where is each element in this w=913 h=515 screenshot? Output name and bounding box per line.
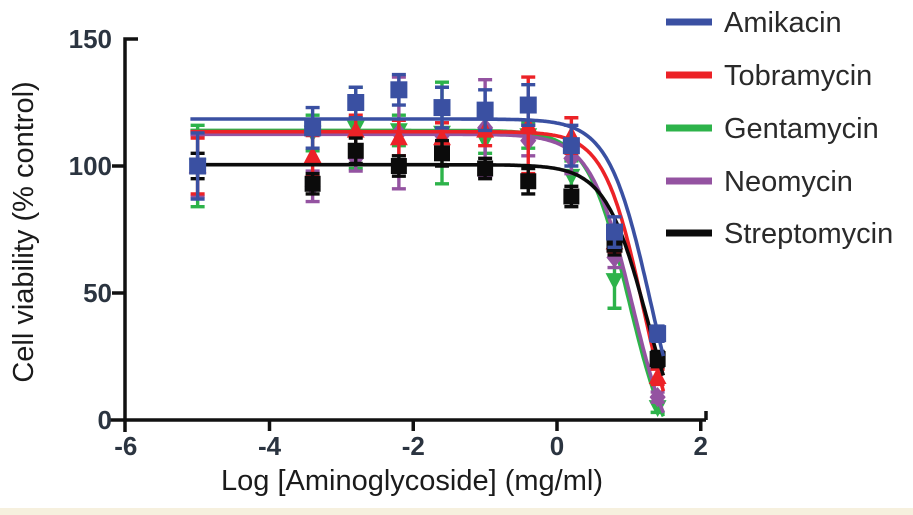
page-border-strip	[0, 508, 913, 515]
marker-gentamycin-9	[648, 400, 667, 418]
marker-amikacin-6	[519, 96, 537, 114]
y-axis	[123, 37, 138, 432]
legend-item-gentamycin: Gentamycin	[666, 113, 879, 145]
data-point-amikacin-0	[189, 131, 207, 201]
tick-labels: -6 -4 -2 0 2 0 50 100 150	[69, 24, 708, 461]
marker-tobramycin-3	[389, 128, 408, 146]
fit-curve-gentamycin	[190, 128, 666, 418]
x-tick-label-0: 0	[550, 431, 564, 461]
y-tick-label-50: 50	[83, 278, 112, 308]
y-axis-title: Cell viability (% control)	[8, 81, 40, 382]
marker-gentamycin-8	[605, 273, 624, 291]
data-point-streptomycin-7	[563, 184, 580, 209]
marker-amikacin-4	[433, 99, 451, 117]
legend-label-streptomycin: Streptomycin	[724, 218, 893, 250]
legend-item-streptomycin: Streptomycin	[666, 218, 893, 250]
data-point-amikacin-6	[519, 83, 537, 128]
y-tick-label-0: 0	[98, 405, 112, 435]
marker-streptomycin-2	[347, 142, 364, 159]
data-point-streptomycin-2	[347, 136, 364, 166]
legend-label-amikacin: Amikacin	[724, 7, 842, 39]
data-point-amikacin-5	[476, 88, 494, 133]
x-axis-title: Log [Aminoglycoside] (mg/ml)	[221, 465, 603, 497]
x-tick-label-2: 2	[694, 431, 708, 461]
marker-tobramycin-2	[346, 120, 365, 138]
legend-label-tobramycin: Tobramycin	[724, 60, 872, 92]
data-point-streptomycin-1	[304, 171, 321, 196]
legend: Amikacin Tobramycin Gentamycin Neomycin Stre…	[666, 7, 893, 250]
data-point-amikacin-9	[649, 324, 667, 343]
marker-amikacin-7	[562, 137, 580, 155]
legend-item-neomycin: Neomycin	[666, 166, 853, 198]
data-point-amikacin-2	[347, 85, 365, 120]
x-axis	[110, 411, 708, 422]
marker-amikacin-0	[189, 157, 207, 175]
marker-streptomycin-4	[434, 145, 450, 162]
data-point-amikacin-8	[606, 215, 623, 249]
data-point-streptomycin-4	[434, 138, 450, 168]
marker-streptomycin-7	[563, 188, 580, 205]
marker-amikacin-9	[649, 325, 667, 343]
legend-label-neomycin: Neomycin	[724, 166, 853, 198]
marker-amikacin-2	[347, 94, 365, 111]
marker-neomycin-9	[649, 386, 666, 408]
legend-item-amikacin: Amikacin	[666, 7, 842, 39]
legend-item-tobramycin: Tobramycin	[666, 60, 872, 92]
series-neomycin	[189, 75, 666, 414]
marker-amikacin-3	[390, 81, 408, 99]
marker-streptomycin-6	[520, 173, 537, 190]
fit-curve-neomycin	[190, 132, 666, 414]
data-point-streptomycin-5	[477, 156, 494, 181]
data-point-amikacin-1	[304, 105, 322, 150]
fit-curve-tobramycin	[190, 129, 666, 392]
data-point-streptomycin-3	[390, 154, 407, 178]
marker-amikacin-5	[476, 101, 494, 119]
data-point-amikacin-7	[562, 123, 580, 168]
series-streptomycin	[189, 136, 666, 377]
marker-tobramycin-1	[303, 146, 322, 164]
x-tick-label--4: -4	[258, 431, 282, 461]
fit-curve-streptomycin	[190, 162, 666, 377]
legend-label-gentamycin: Gentamycin	[724, 113, 879, 145]
x-tick-label--2: -2	[402, 431, 425, 461]
data-point-amikacin-4	[433, 85, 451, 130]
marker-amikacin-1	[304, 119, 322, 137]
data-point-streptomycin-6	[520, 166, 537, 196]
fit-curve-amikacin	[190, 117, 666, 357]
marker-tobramycin-9	[648, 367, 667, 385]
series-tobramycin	[188, 75, 667, 392]
marker-streptomycin-5	[477, 160, 494, 177]
series-amikacin	[189, 72, 667, 357]
data-point-neomycin-9	[649, 386, 666, 408]
y-tick-label-100: 100	[69, 151, 112, 181]
marker-streptomycin-1	[304, 175, 321, 192]
axes	[110, 37, 708, 432]
marker-streptomycin-3	[390, 158, 407, 174]
data-point-amikacin-3	[390, 72, 408, 107]
y-tick-label-150: 150	[69, 24, 112, 54]
x-tick-label--6: -6	[114, 431, 137, 461]
marker-amikacin-8	[606, 223, 623, 241]
